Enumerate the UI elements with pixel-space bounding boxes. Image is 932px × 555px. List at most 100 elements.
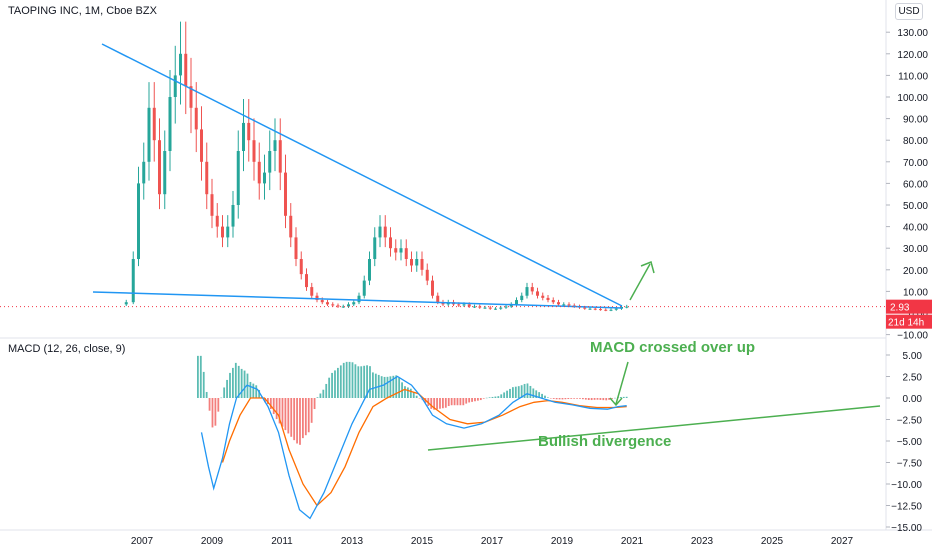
macd-histogram-bar <box>549 398 552 399</box>
macd-histogram-bar <box>383 376 386 398</box>
macd-histogram-bar <box>418 398 421 399</box>
macd-histogram-bar <box>582 398 584 400</box>
time-tick-label: 2013 <box>341 536 364 547</box>
macd-histogram-bar <box>459 398 462 406</box>
candle-body <box>179 53 182 76</box>
candle-body <box>221 226 224 238</box>
macd-histogram-bar <box>509 388 511 398</box>
macd-histogram-bar <box>541 393 543 398</box>
macd-histogram-bar <box>240 368 243 398</box>
macd-histogram-bar <box>552 398 555 399</box>
macd-histogram-bar <box>439 398 441 409</box>
macd-histogram-bar <box>611 398 613 399</box>
last-price-value: 2.93 <box>890 303 910 314</box>
candle-body <box>520 295 524 301</box>
candle-body <box>242 122 245 151</box>
candle-body <box>410 259 413 266</box>
macd-histogram-bar <box>450 398 453 406</box>
candle-body <box>599 309 602 311</box>
time-tick-label: 2023 <box>691 536 714 547</box>
macd-histogram-bar <box>570 398 573 399</box>
macd-tick-label: −12.50 <box>891 502 922 513</box>
macd-histogram-bar <box>596 398 599 400</box>
candle-body <box>420 259 424 270</box>
candle-body <box>268 151 272 173</box>
macd-histogram-bar <box>404 386 406 398</box>
macd-histogram-bar <box>369 366 371 398</box>
candle-body <box>205 161 209 195</box>
macd-histogram-bar <box>471 398 473 402</box>
candle-body <box>551 300 555 303</box>
macd-histogram-bar <box>436 398 438 410</box>
macd-histogram-bar <box>605 398 608 401</box>
candle-body <box>184 53 188 87</box>
macd-histogram-bar <box>197 355 199 398</box>
candle-body <box>483 307 487 309</box>
macd-histogram-bar <box>462 398 465 406</box>
macd-histogram-bar <box>482 398 485 399</box>
candle-body <box>124 302 128 305</box>
macd-histogram-bar <box>267 398 269 405</box>
candle-body <box>315 295 319 301</box>
macd-histogram-bar <box>325 383 328 398</box>
macd-histogram-bar <box>363 365 366 398</box>
candle-body <box>530 287 534 292</box>
time-tick-label: 2019 <box>551 536 574 547</box>
macd-histogram-bar <box>608 398 611 400</box>
candle-body <box>515 300 518 305</box>
candle-body <box>215 215 219 227</box>
price-tick-label: 100.00 <box>897 93 928 104</box>
candle-body <box>247 122 251 141</box>
candle-body <box>236 151 240 205</box>
macd-histogram-bar <box>287 398 290 434</box>
macd-histogram-bar <box>409 388 412 398</box>
macd-tick-label: 0.00 <box>903 394 923 405</box>
macd-histogram-bar <box>474 398 476 402</box>
macd-histogram-bar <box>593 398 596 400</box>
candle-body <box>583 307 587 309</box>
macd-histogram-bar <box>555 398 558 400</box>
price-tick-label: 0.00 <box>909 309 929 320</box>
candle-body <box>326 302 329 305</box>
price-tick-label: 40.00 <box>903 223 928 234</box>
time-tick-label: 2011 <box>271 536 293 547</box>
macd-histogram-bar <box>544 395 546 398</box>
countdown-value: 21d 14h <box>888 318 924 329</box>
candle-body <box>152 107 156 141</box>
candle-body <box>305 274 308 288</box>
time-tick-label: 2021 <box>621 536 644 547</box>
macd-histogram-bar <box>345 361 348 398</box>
macd-histogram-bar <box>564 398 567 400</box>
macd-histogram-bar <box>310 398 313 423</box>
candle-body <box>436 295 440 303</box>
macd-histogram-bar <box>444 398 447 408</box>
macd-tick-label: −2.50 <box>897 416 923 427</box>
divergence-annotation: Bullish divergence <box>538 433 671 450</box>
candle-body <box>462 304 466 306</box>
macd-histogram-bar <box>278 398 281 424</box>
candle-body <box>625 306 629 308</box>
macd-histogram-bar <box>293 398 296 441</box>
macd-histogram-bar <box>433 398 436 410</box>
macd-histogram-bar <box>313 398 316 410</box>
candle-body <box>509 304 513 307</box>
macd-histogram-bar <box>234 362 237 398</box>
macd-histogram-bar <box>558 398 561 400</box>
divergence-trendline <box>427 405 881 451</box>
macd-histogram-bar <box>214 398 217 426</box>
candle-body <box>284 172 287 216</box>
candle-body <box>320 300 324 303</box>
macd-histogram-bar <box>284 398 287 431</box>
macd-histogram-bar <box>477 398 479 401</box>
candle-body <box>131 259 135 303</box>
currency-button[interactable]: USD <box>895 3 923 20</box>
macd-tick-label: 2.50 <box>903 373 923 384</box>
macd-histogram-bar <box>506 390 508 398</box>
candle-body <box>173 75 177 97</box>
countdown-badge <box>886 314 932 329</box>
macd-histogram-bar <box>252 383 255 398</box>
candle-body <box>378 226 382 238</box>
symbol-title: TAOPING INC, 1M, Cboe BZX <box>8 5 157 17</box>
